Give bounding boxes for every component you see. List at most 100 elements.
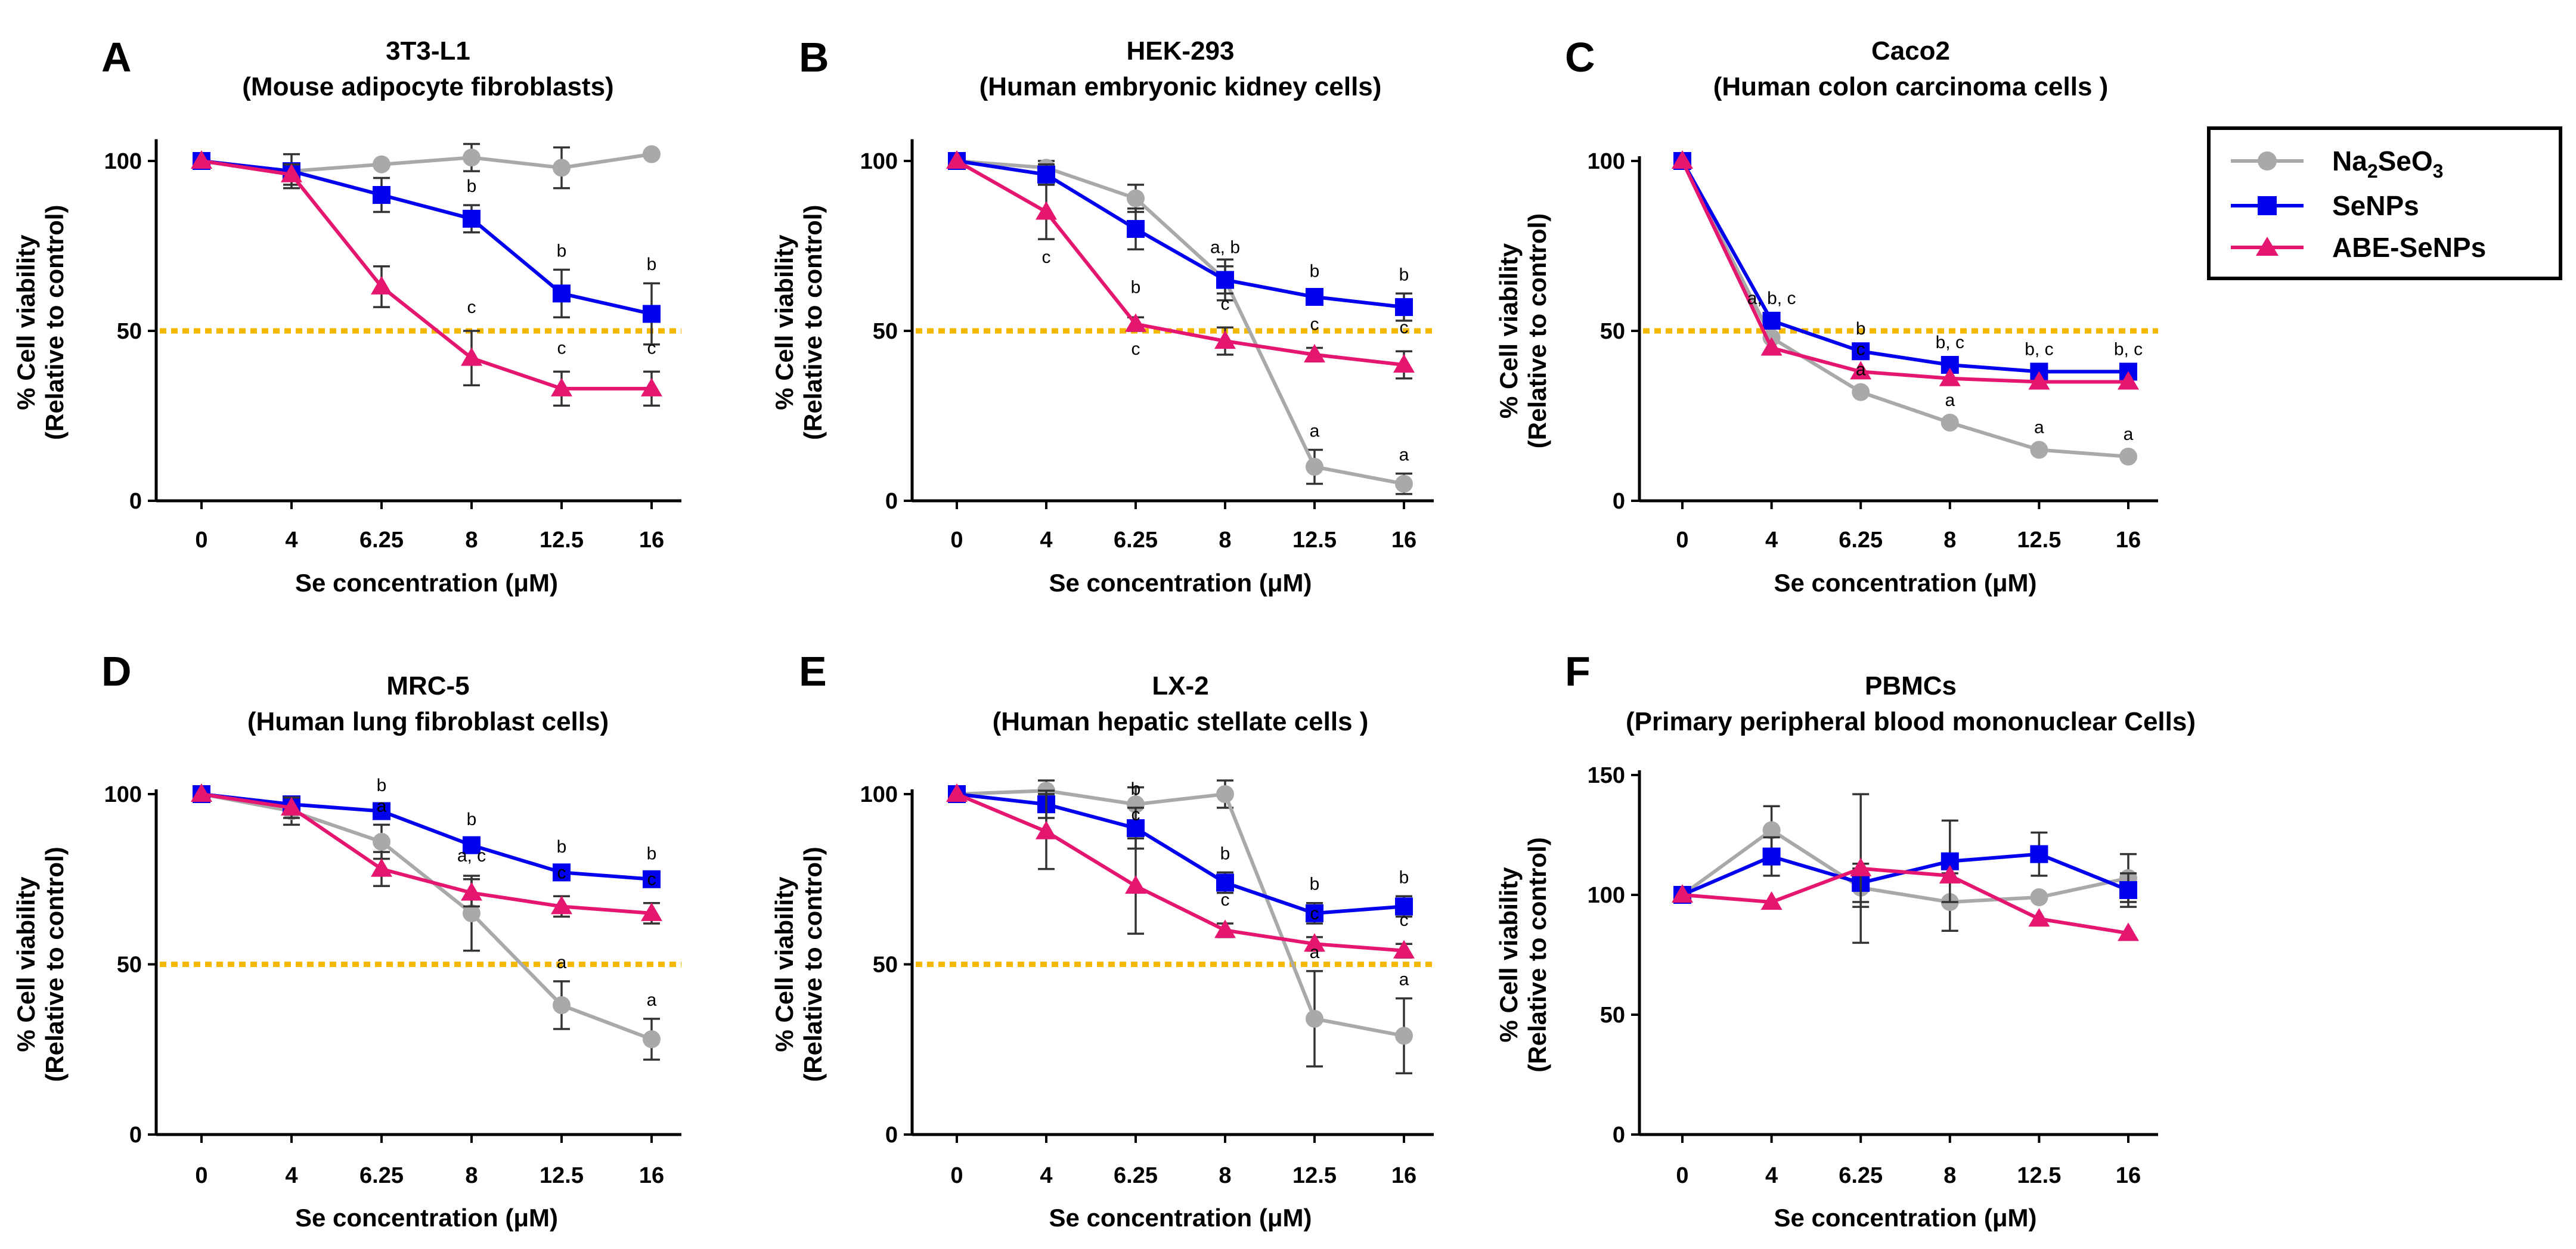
series-line (956, 159, 1405, 367)
y-tick-label: 0 (129, 489, 142, 514)
series-line (956, 789, 1405, 1038)
annotation-label: a (1399, 970, 1409, 990)
legend-item-na2seo3: Na2SeO3 (2231, 145, 2443, 182)
panel-e: E LX-2 (Human hepatic stellate cells ) % Ce… (770, 648, 1434, 1232)
panel-a: A 3T3-L1 (Mouse adipocyte fibroblasts) % Ce… (12, 34, 681, 597)
annotation-label: a, b (1210, 238, 1240, 258)
y-axis-label: % Cell viability(Relative to control) (1495, 213, 1551, 448)
data-point (551, 895, 572, 915)
series-line (956, 159, 1405, 486)
x-tick-label: 4 (1765, 1163, 1778, 1188)
data-point (1304, 933, 1325, 952)
data-point (2030, 845, 2048, 863)
x-tick-label: 8 (1219, 528, 1231, 553)
data-point (553, 159, 571, 177)
annotation-label: b (1399, 265, 1409, 284)
data-point (463, 836, 481, 854)
data-point (1306, 1009, 1323, 1028)
panel-subtitle: (Human colon carcinoma cells ) (1713, 72, 2109, 101)
annotation-label: c (1132, 805, 1140, 825)
data-point (461, 882, 482, 901)
panel-letter: D (101, 648, 132, 695)
data-point (1760, 337, 1783, 356)
series-line (1681, 827, 2129, 904)
data-point (1395, 897, 1413, 916)
annotation-label: b (557, 837, 567, 857)
data-point (1214, 330, 1236, 349)
data-point (463, 904, 481, 922)
x-tick-label: 0 (950, 1163, 963, 1188)
annotation-label: a (1310, 943, 1320, 962)
panels: A 3T3-L1 (Mouse adipocyte fibroblasts) % Ce… (12, 34, 2196, 1232)
data-point (641, 902, 662, 921)
panel-title: 3T3-L1 (386, 36, 470, 66)
x-tick-label: 0 (1676, 1163, 1688, 1188)
annotation-label: c (557, 338, 566, 358)
data-point (1127, 819, 1145, 838)
panel-letter: C (1565, 34, 1595, 80)
data-point (1762, 821, 1781, 839)
series-abe-senps (946, 783, 1415, 959)
panel-c: C Caco2 (Human colon carcinoma cells ) % Ce… (1495, 34, 2158, 597)
y-tick-label: 100 (104, 782, 142, 807)
panel-subtitle: (Human lung fibroblast cells) (247, 707, 609, 736)
y-tick-label: 50 (117, 953, 142, 978)
x-tick-label: 16 (2116, 528, 2141, 553)
data-point (1306, 288, 1323, 306)
data-point (553, 284, 571, 303)
annotation-label: a (2034, 418, 2044, 438)
panel-title: PBMCs (1865, 671, 1957, 701)
data-point (1762, 311, 1781, 330)
panel-title: Caco2 (1871, 36, 1950, 66)
series-senps (948, 785, 1413, 925)
x-tick-label: 6.25 (1114, 528, 1158, 553)
y-axis-label: % Cell viability(Relative to control) (12, 847, 69, 1081)
data-point (1395, 298, 1413, 317)
data-point (2028, 908, 2050, 927)
annotation-label: a (1945, 390, 1955, 410)
data-point (373, 186, 390, 204)
data-point (1127, 189, 1145, 207)
data-point (1304, 343, 1325, 362)
data-point (1395, 475, 1413, 493)
series-na2seo3 (948, 152, 1413, 495)
data-point (551, 377, 572, 396)
data-point (1939, 864, 1961, 884)
data-point (2118, 922, 2139, 941)
annotation-label: a (647, 990, 657, 1010)
data-point (1216, 271, 1234, 289)
y-tick-label: 100 (104, 149, 142, 174)
x-tick-label: 8 (1943, 1163, 1956, 1188)
data-point (1672, 150, 1693, 169)
x-tick-label: 16 (2116, 1163, 2141, 1188)
data-point (643, 145, 661, 163)
annotation-label: c (1310, 315, 1319, 334)
data-point (553, 996, 571, 1015)
y-tick-label: 100 (860, 782, 898, 807)
data-point (1852, 342, 1870, 361)
series-na2seo3 (1673, 152, 2137, 466)
x-tick-label: 0 (195, 1163, 207, 1188)
x-tick-label: 0 (195, 528, 207, 553)
data-point (373, 155, 390, 173)
annotation-label: c (1042, 247, 1051, 267)
data-point (461, 347, 482, 366)
data-point (1127, 220, 1145, 238)
series-senps (1673, 152, 2137, 381)
data-point (1672, 884, 1693, 903)
x-axis-label: Se concentration (μM) (1049, 1204, 1312, 1232)
data-point (2030, 441, 2048, 459)
data-point (1216, 785, 1234, 803)
x-tick-label: 4 (285, 1163, 297, 1188)
data-point (1760, 891, 1783, 910)
x-tick-label: 12.5 (540, 1163, 584, 1188)
y-tick-label: 0 (129, 1123, 142, 1148)
data-point (191, 150, 212, 169)
data-point (641, 377, 662, 396)
annotation-label: c (647, 338, 656, 358)
y-tick-label: 50 (1600, 1003, 1625, 1028)
y-tick-label: 0 (885, 1123, 898, 1148)
x-tick-label: 12.5 (1292, 528, 1337, 553)
x-tick-label: 0 (1676, 528, 1688, 553)
